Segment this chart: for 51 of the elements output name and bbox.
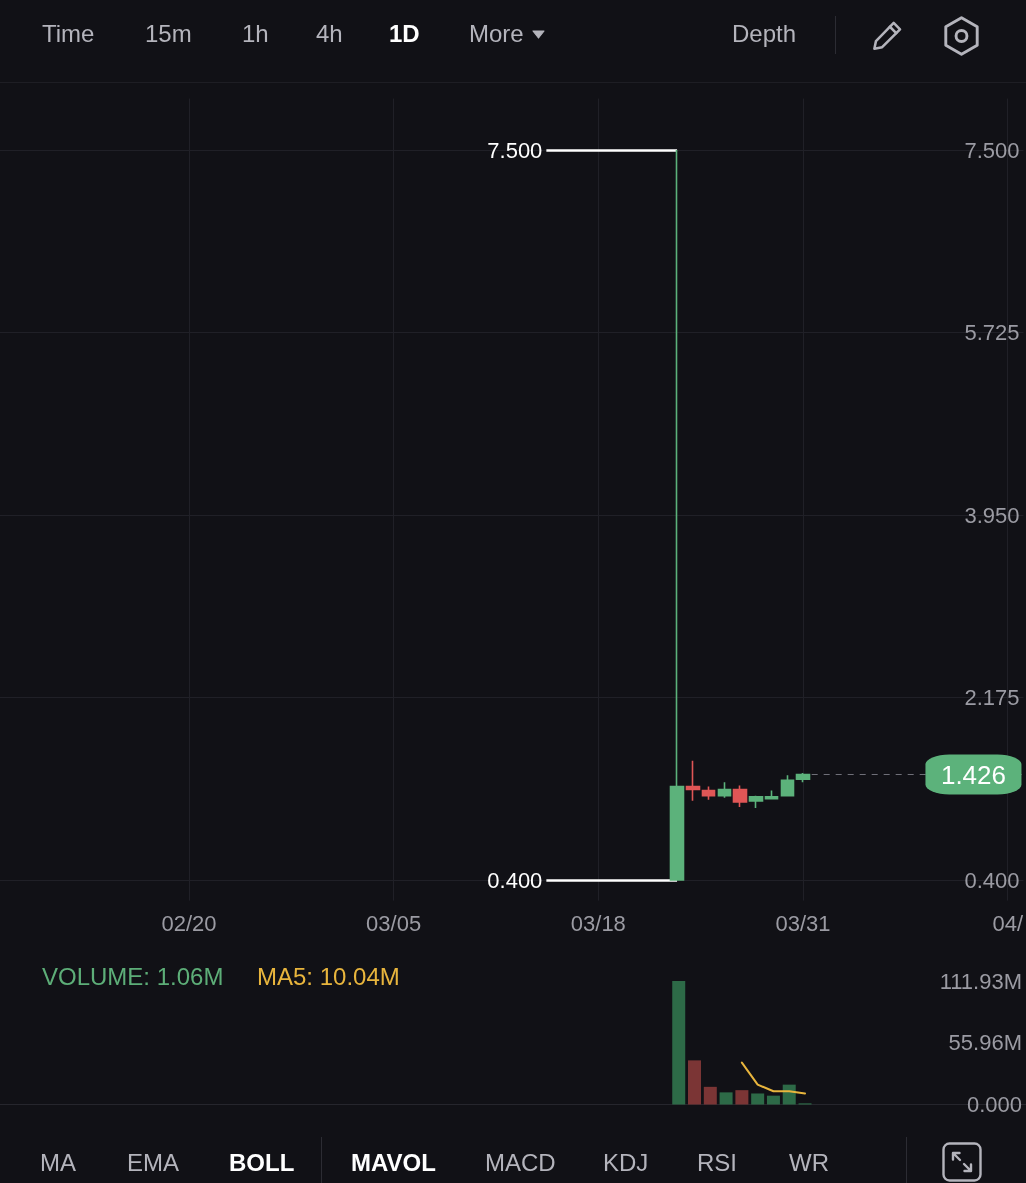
text: 1D bbox=[389, 20, 420, 48]
text: EMA bbox=[127, 1149, 180, 1177]
x-tick-label: 03/31 bbox=[775, 911, 831, 937]
bar bbox=[672, 981, 686, 1105]
chart-title: VOLUME: 1.06M bbox=[42, 962, 224, 990]
x-tick-label: 03/18 bbox=[570, 911, 626, 937]
y-tick-label: 2.175 bbox=[964, 685, 1020, 711]
text: Time bbox=[42, 20, 95, 48]
text: 1h bbox=[242, 20, 269, 48]
bar bbox=[703, 1086, 717, 1105]
text: MACD bbox=[485, 1149, 556, 1177]
text: More bbox=[469, 20, 524, 48]
text: MAVOL bbox=[351, 1149, 436, 1177]
y-tick-label: 55.96M bbox=[948, 1030, 1022, 1056]
y-tick-label: 3.950 bbox=[964, 502, 1020, 528]
y-tick-label: 7.500 bbox=[964, 137, 1020, 163]
candlestick bbox=[701, 785, 716, 801]
text: MA bbox=[40, 1149, 76, 1177]
y-tick-label: 111.93M bbox=[939, 968, 1022, 994]
y-tick-label: 0.000 bbox=[966, 1092, 1022, 1117]
text: 4h bbox=[316, 20, 343, 48]
bar bbox=[751, 1093, 765, 1105]
annotation: 7.500 bbox=[487, 137, 543, 163]
x-tick-label: 03/05 bbox=[366, 911, 422, 937]
bar bbox=[782, 1084, 796, 1105]
bar bbox=[735, 1090, 749, 1105]
candlestick bbox=[748, 794, 764, 809]
candlestick bbox=[732, 784, 748, 808]
candlestick bbox=[685, 759, 701, 802]
text: KDJ bbox=[603, 1149, 649, 1177]
candlestick bbox=[780, 774, 795, 797]
annotation: 0.400 bbox=[487, 867, 543, 893]
text: RSI bbox=[697, 1149, 738, 1177]
candlestick bbox=[669, 149, 685, 881]
line-series bbox=[740, 1061, 807, 1095]
candlestick bbox=[764, 789, 779, 800]
candlestick bbox=[795, 772, 811, 784]
text: WR bbox=[789, 1149, 829, 1177]
bar bbox=[688, 1060, 702, 1105]
y-tick-label: 5.725 bbox=[964, 320, 1020, 346]
x-tick-label: 04/ bbox=[992, 911, 1024, 937]
bar bbox=[766, 1095, 780, 1105]
text: MA5: 10.04M bbox=[257, 962, 400, 990]
bar bbox=[719, 1092, 733, 1105]
ref-line-label: 1.426 bbox=[940, 759, 1006, 790]
text: BOLL bbox=[229, 1149, 295, 1177]
candlestick bbox=[717, 781, 732, 799]
text: Depth bbox=[732, 20, 797, 48]
text: 15m bbox=[145, 20, 192, 48]
y-tick-label: 0.400 bbox=[964, 867, 1020, 893]
x-tick-label: 02/20 bbox=[161, 911, 217, 937]
